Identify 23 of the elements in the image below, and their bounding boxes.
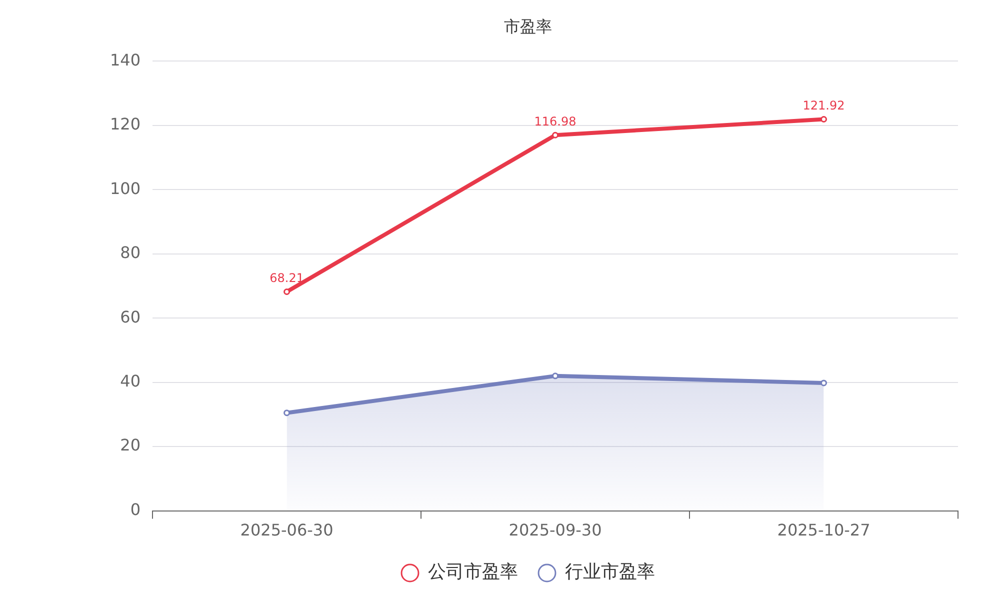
data-label: 116.98 bbox=[534, 114, 576, 128]
legend-label: 行业市盈率 bbox=[565, 562, 655, 583]
legend-label: 公司市盈率 bbox=[428, 562, 518, 583]
x-tick-label: 2025-09-30 bbox=[508, 520, 602, 540]
point bbox=[552, 132, 559, 138]
y-tick-label: 40 bbox=[120, 372, 141, 390]
y-tick-label: 20 bbox=[120, 436, 141, 455]
y-tick-label: 60 bbox=[120, 307, 141, 326]
data-label: 68.21 bbox=[270, 270, 304, 285]
point bbox=[820, 116, 828, 123]
x-tick-label: 2025-10-27 bbox=[777, 520, 870, 540]
data-label: 121.92 bbox=[802, 98, 845, 112]
point bbox=[552, 372, 559, 380]
point bbox=[284, 288, 290, 295]
y-tick-label: 120 bbox=[110, 114, 141, 134]
y-tick-label: 0 bbox=[130, 500, 141, 519]
x-tick-label: 2025-06-30 bbox=[240, 520, 334, 540]
y-tick-label: 100 bbox=[110, 178, 141, 198]
point bbox=[284, 410, 290, 416]
y-tick-label: 140 bbox=[110, 50, 141, 70]
y-tick-label: 80 bbox=[120, 243, 141, 262]
point bbox=[820, 380, 828, 386]
chart-title: 市盈率 bbox=[504, 16, 552, 36]
